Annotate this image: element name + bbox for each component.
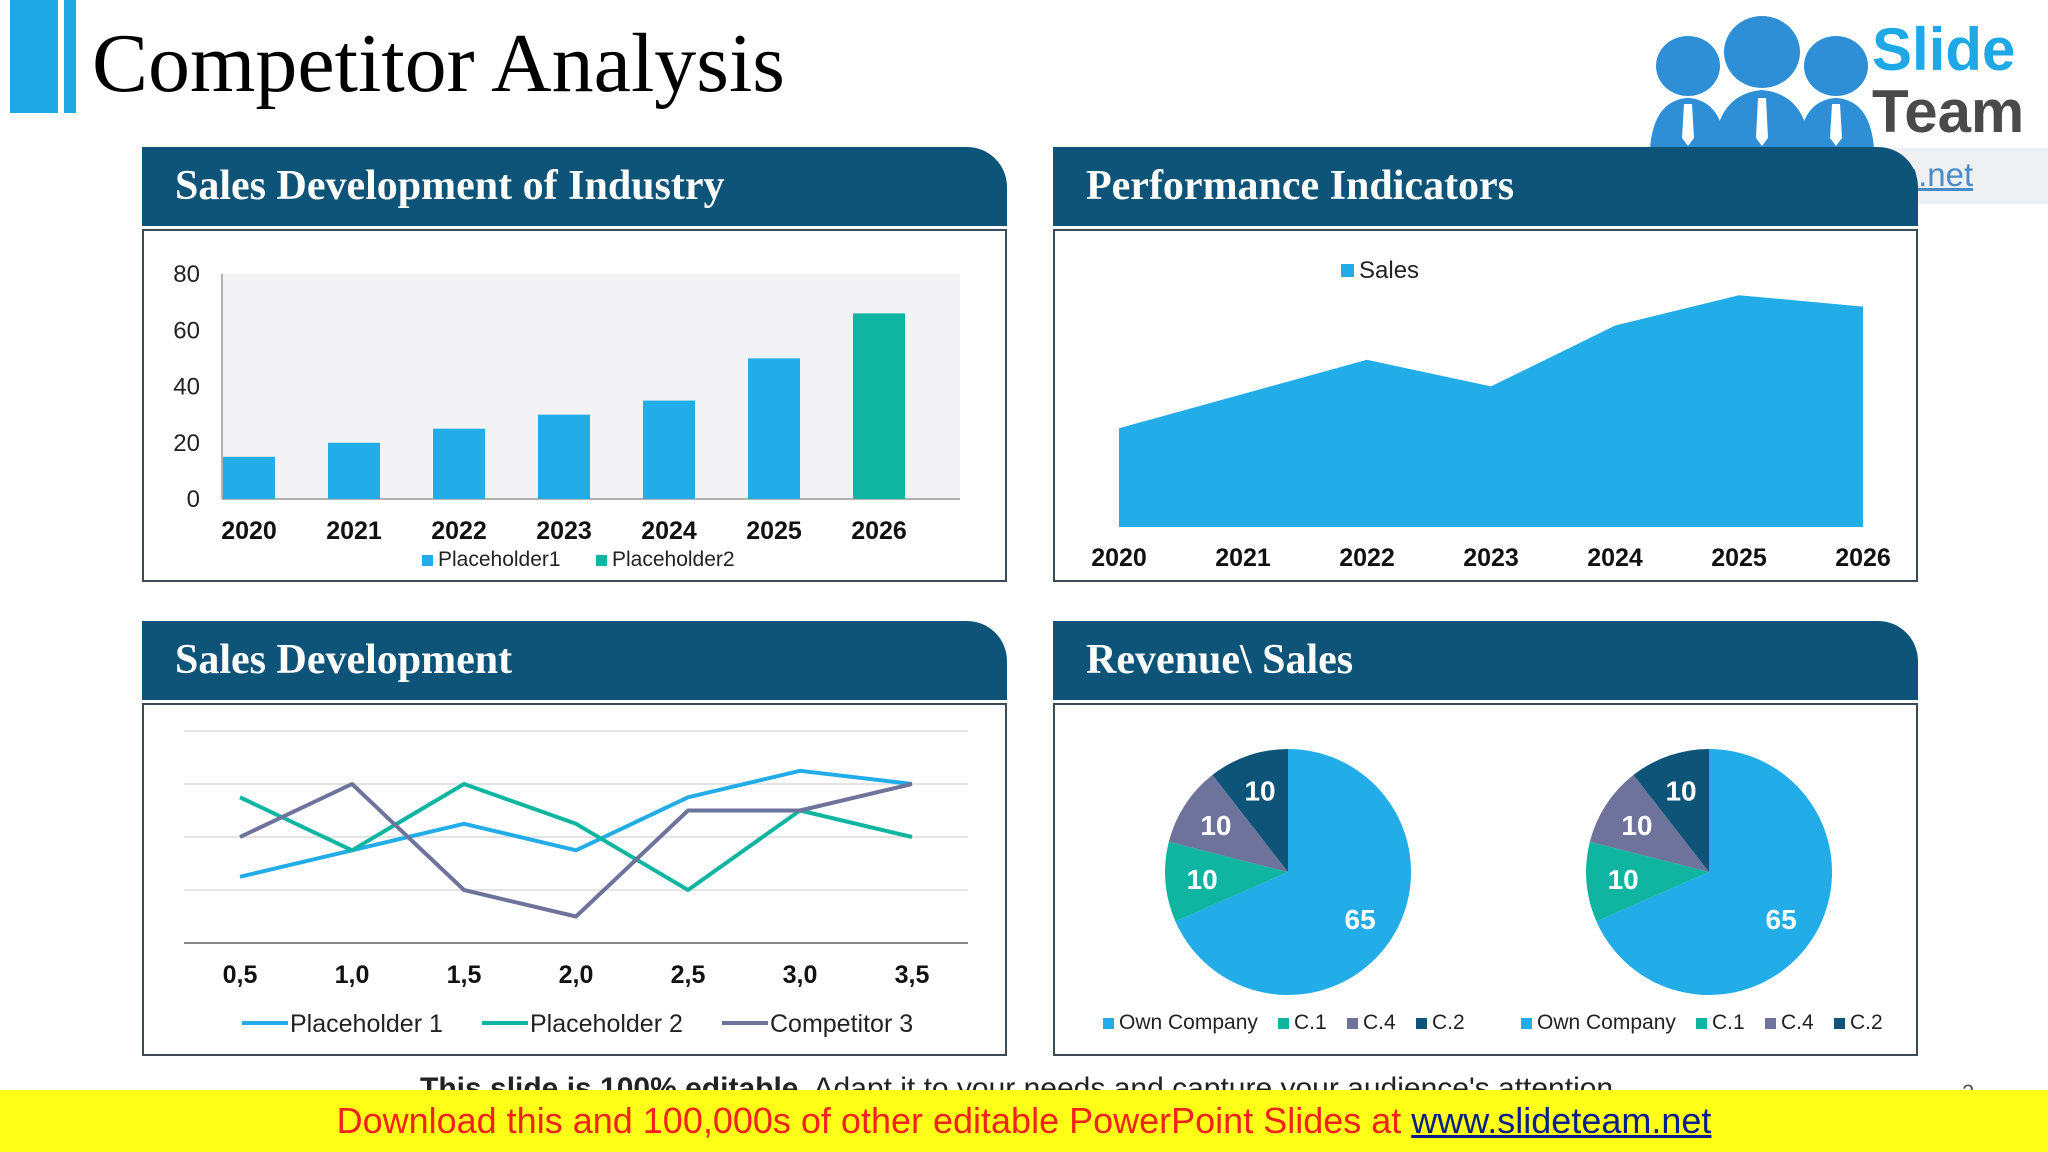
x-tick-label: 2020 [1091,544,1147,572]
legend-swatch-c-2 [1834,1018,1845,1029]
legend-label-competitor-3: Competitor 3 [770,1010,913,1038]
x-tick-label: 2,5 [671,961,706,989]
x-tick-label: 2021 [326,517,382,545]
banner-text: Download this and 100,000s of other edit… [336,1100,1412,1141]
x-tick-label: 2026 [851,517,907,545]
pie-data-label: 10 [1621,810,1652,841]
x-tick-label: 3,0 [783,961,818,989]
x-tick-label: 0,5 [223,961,258,989]
bar-placeholder1-2022 [433,428,485,499]
panel-title-sales-development: Sales Development [142,621,1007,700]
panel-title-performance-indicators: Performance Indicators [1053,147,1918,226]
panel-sales-development-of-industry: 0 20 40 60 80 2020 2021 2022 2023 2024 2025 2026 Pla… [142,229,1007,582]
x-tick-label: 3,5 [895,961,930,989]
pie-slice-c-2 [1212,749,1288,872]
legend-label-c-2: C.2 [1850,1011,1883,1034]
legend-swatch-placeholder2 [596,555,607,566]
legend-swatch-sales [1341,264,1354,277]
panel-performance-indicators: 2020 2021 2022 2023 2024 2025 2026 Sales [1053,229,1918,582]
y-tick-label: 60 [173,317,200,344]
pie-data-label: 65 [1345,904,1376,935]
pie-charts: 65 10 10 10 Own Company C.1 C.4 C.2 65 10 10 10 Own … [1103,749,1883,1034]
y-tick-label: 80 [173,261,200,288]
area-series-sales [1119,295,1863,527]
x-tick-label: 2025 [746,517,802,545]
logo-word-team: Team [1872,78,2024,145]
panel-title-revenue-sales: Revenue\ Sales [1053,621,1918,700]
x-tick-label: 2026 [1835,544,1891,572]
logo-people-icon: Slide Team [1650,16,2024,148]
bar-placeholder1-2024 [643,400,695,499]
pie-slice-c-4 [1168,774,1288,872]
pie-slice-c-4 [1589,774,1709,872]
download-banner: Download this and 100,000s of other edit… [0,1090,2048,1152]
pie-slice-c-1 [1165,841,1288,922]
legend-label-own-company: Own Company [1119,1011,1258,1034]
bar-placeholder1-2025 [748,358,800,499]
x-tick-label: 2025 [1711,544,1767,572]
pie-data-label: 10 [1187,864,1218,895]
legend-swatch-placeholder1 [422,555,433,566]
x-tick-label: 1,0 [335,961,370,989]
title-accent-stripe [64,0,76,113]
legend-label-placeholder1: Placeholder1 [438,548,561,571]
page-title: Competitor Analysis [92,17,785,110]
bar-placeholder1-2023 [538,414,590,499]
pie-slice-c-1 [1586,841,1709,922]
x-tick-label: 2024 [1587,544,1643,572]
legend-swatch-c-2 [1416,1018,1427,1029]
legend-swatch-own-company [1103,1018,1114,1029]
x-tick-label: 2023 [536,517,592,545]
pie-data-label: 10 [1608,864,1639,895]
legend-swatch-c-1 [1696,1018,1707,1029]
pie-data-label: 65 [1766,904,1797,935]
legend-label-c-1: C.1 [1294,1011,1327,1034]
pie-data-label: 10 [1665,776,1696,807]
legend-swatch-own-company [1521,1018,1532,1029]
banner-link[interactable]: www.slideteam.net [1411,1100,1712,1141]
legend-label-c-2: C.2 [1432,1011,1465,1034]
pie-slice-c-2 [1633,749,1709,872]
panel-title-sales-development-of-industry: Sales Development of Industry [142,147,1007,226]
logo-word-slide: Slide [1872,16,2015,83]
legend-swatch-c-1 [1278,1018,1289,1029]
legend-label-placeholder-2: Placeholder 2 [530,1010,683,1038]
x-tick-label: 2024 [641,517,697,545]
x-tick-label: 2021 [1215,544,1271,572]
legend-label-placeholder-1: Placeholder 1 [290,1010,443,1038]
x-tick-label: 2023 [1463,544,1519,572]
legend-swatch-c-4 [1765,1018,1776,1029]
area-chart: 2020 2021 2022 2023 2024 2025 2026 Sales [1091,257,1891,572]
bar-chart: 0 20 40 60 80 2020 2021 2022 2023 2024 2025 2026 Pla… [173,261,960,571]
legend-label-placeholder2: Placeholder2 [612,548,735,571]
pie-slice-own-company [1175,749,1412,995]
y-tick-label: 20 [173,430,200,457]
x-tick-label: 2022 [1339,544,1395,572]
legend-label-c-4: C.4 [1781,1011,1814,1034]
bar-placeholder1-2021 [328,442,380,499]
x-tick-label: 2020 [221,517,277,545]
panel-revenue-sales: 65 10 10 10 Own Company C.1 C.4 C.2 65 10 10 10 Own … [1053,703,1918,1056]
line-series-competitor-3 [239,782,913,919]
legend-label-sales: Sales [1359,257,1419,284]
legend-label-own-company: Own Company [1537,1011,1676,1034]
pie-slice-own-company [1596,749,1833,995]
legend-label-c-4: C.4 [1363,1011,1396,1034]
bar-placeholder1-2020 [223,456,275,499]
pie-data-label: 10 [1244,776,1275,807]
bar-placeholder2-2026 [853,313,905,499]
title-accent-bar [10,0,58,113]
y-tick-label: 40 [173,374,200,401]
legend-label-c-1: C.1 [1712,1011,1745,1034]
x-tick-label: 2022 [431,517,487,545]
line-chart: 0,5 1,0 1,5 2,0 2,5 3,0 3,5 Placeholder 1 Placeh… [184,730,968,1038]
pie-data-label: 10 [1200,810,1231,841]
x-tick-label: 2,0 [559,961,594,989]
legend-swatch-c-4 [1347,1018,1358,1029]
x-tick-label: 1,5 [447,961,482,989]
y-tick-label: 0 [187,486,200,513]
panel-sales-development: 0,5 1,0 1,5 2,0 2,5 3,0 3,5 Placeholder 1 Placeh… [142,703,1007,1056]
